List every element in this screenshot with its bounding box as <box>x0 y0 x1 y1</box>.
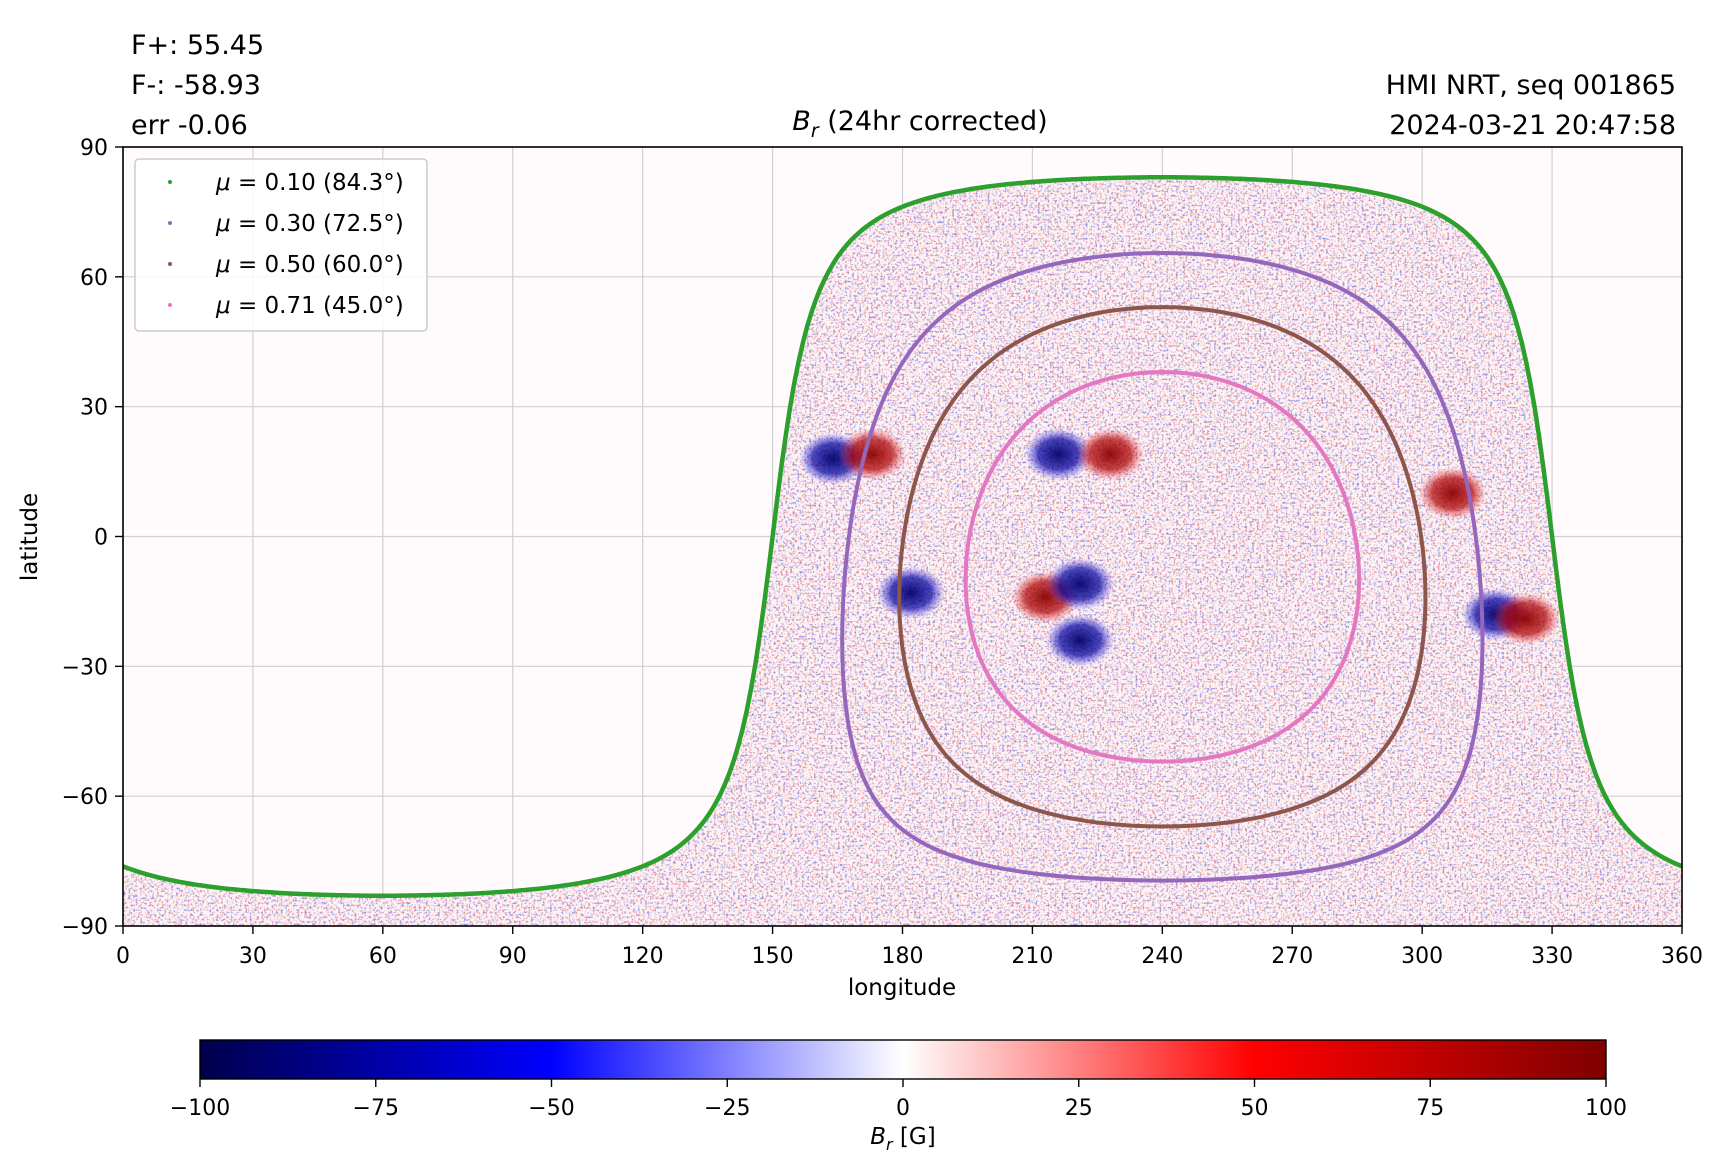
flux-error: err -0.06 <box>131 110 248 141</box>
active-region <box>877 566 946 619</box>
x-tick-label: 90 <box>499 944 527 969</box>
chart-title: Br (24hr corrected) <box>792 106 1047 142</box>
colorbar-label: Br [G] <box>870 1124 935 1152</box>
x-tick-label: 240 <box>1141 944 1183 969</box>
y-tick-label: −90 <box>62 915 108 940</box>
y-tick-label: 30 <box>80 396 108 421</box>
colorbar-tick-label: 100 <box>1585 1096 1627 1121</box>
x-tick-label: 300 <box>1401 944 1443 969</box>
legend-entry: μ = 0.10 (84.3°) <box>215 170 404 196</box>
active-region <box>1046 558 1115 611</box>
colorbar-tick-label: 75 <box>1416 1096 1444 1121</box>
x-tick-label: 0 <box>116 944 130 969</box>
y-tick-label: 60 <box>80 266 108 291</box>
legend-marker <box>168 303 172 307</box>
x-tick-label: 360 <box>1661 944 1703 969</box>
colorbar-tick-label: 50 <box>1241 1096 1269 1121</box>
colorbar-ticks: −100 −75 −50 −25 0 25 50 75 100 <box>170 1079 1627 1121</box>
legend-marker <box>168 221 172 225</box>
x-tick-label: 210 <box>1011 944 1053 969</box>
x-axis-ticks: 0 30 60 90 120 150 180 210 240 270 300 330 360 <box>116 926 1703 969</box>
legend-entry: μ = 0.50 (60.0°) <box>215 252 404 278</box>
colorbar <box>199 1039 1607 1080</box>
x-tick-label: 150 <box>752 944 794 969</box>
x-tick-label: 330 <box>1531 944 1573 969</box>
timestamp-label: 2024-03-21 20:47:58 <box>1389 110 1676 141</box>
y-axis-ticks: −90 −60 −30 0 30 60 90 <box>62 136 123 940</box>
x-tick-label: 270 <box>1271 944 1313 969</box>
y-axis-label: latitude <box>17 493 43 581</box>
x-tick-label: 30 <box>239 944 267 969</box>
colorbar-tick-label: −50 <box>528 1096 574 1121</box>
x-axis-label: longitude <box>848 975 956 1001</box>
legend-box <box>134 158 428 332</box>
colorbar-tick-label: −25 <box>704 1096 750 1121</box>
colorbar-tick-label: 0 <box>896 1096 910 1121</box>
legend-marker <box>168 262 172 266</box>
active-region <box>1024 428 1093 481</box>
y-tick-label: 0 <box>94 526 108 551</box>
y-tick-label: −30 <box>62 655 108 680</box>
active-region <box>1492 592 1561 645</box>
x-tick-label: 120 <box>622 944 664 969</box>
legend-entry: μ = 0.71 (45.0°) <box>215 293 404 319</box>
flux-positive: F+: 55.45 <box>131 30 265 61</box>
mu-contour-line <box>897 305 1428 829</box>
active-region <box>838 428 907 481</box>
active-region <box>1418 467 1487 520</box>
legend-marker <box>168 180 172 184</box>
y-tick-label: −60 <box>62 785 108 810</box>
active-region <box>1046 614 1115 667</box>
x-tick-label: 180 <box>882 944 924 969</box>
mu-contour-line <box>123 175 1682 898</box>
colorbar-tick-label: −75 <box>353 1096 399 1121</box>
flux-negative: F-: -58.93 <box>131 70 261 101</box>
active-region <box>1076 428 1145 481</box>
legend-entry: μ = 0.30 (72.5°) <box>215 211 404 237</box>
colorbar-tick-label: 25 <box>1065 1096 1093 1121</box>
mu-contour-line <box>840 250 1485 883</box>
mu-contours <box>123 175 1682 898</box>
colorbar-tick-label: −100 <box>170 1096 230 1121</box>
legend: μ = 0.10 (84.3°) μ = 0.30 (72.5°) μ = 0.50… <box>134 158 428 332</box>
y-tick-label: 90 <box>80 136 108 161</box>
instrument-label: HMI NRT, seq 001865 <box>1385 70 1676 101</box>
mu-contour-line <box>963 369 1362 764</box>
x-tick-label: 60 <box>369 944 397 969</box>
